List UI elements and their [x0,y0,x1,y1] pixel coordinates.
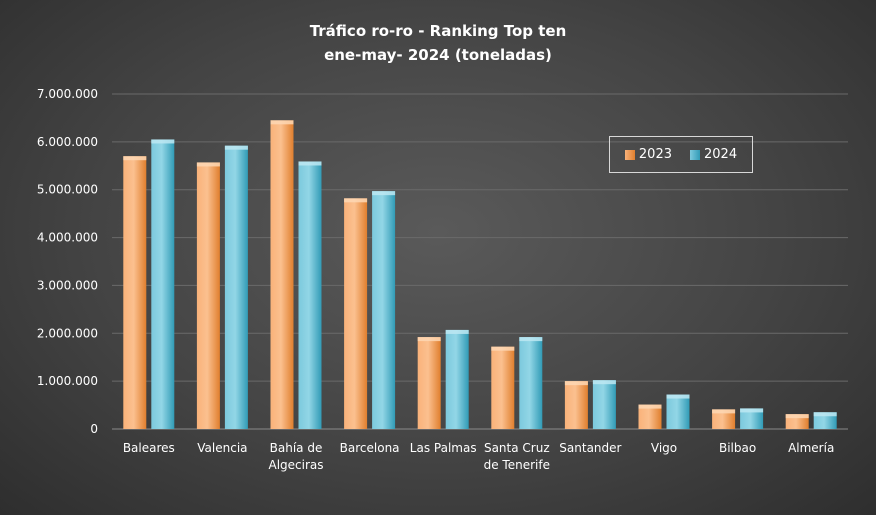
bar-top-bevel [712,409,736,414]
bar-2024-bahía-de-algeciras [298,161,322,429]
bar-top-bevel [491,346,515,351]
bar-2024-bilbao [740,408,764,429]
bar-top-bevel [270,120,294,125]
bar-body [519,337,543,429]
bar-top-bevel [224,145,248,150]
bar-body [740,408,764,429]
bar-top-bevel [785,414,809,419]
legend-label-2023: 2023 [638,147,672,162]
bar-2023-bilbao [712,409,736,429]
bar-2024-santa-cruz-de-tenerife [519,337,543,429]
x-axis-category-labels: Baleares Valencia Bahía de Algeciras Barcelo… [123,441,835,472]
bar-body [491,346,515,429]
x-category-label: Vigo [651,441,677,455]
bar-top-bevel [151,139,175,144]
y-tick-label: 3.000.000 [37,278,98,292]
y-tick-label: 4.000.000 [37,231,98,245]
legend: 2023 2024 [609,136,753,173]
chart-title-line-1: Tráfico ro-ro - Ranking Top ten [309,22,567,40]
bar-2023-santa-cruz-de-tenerife [491,346,515,429]
y-axis-tick-labels: 0 1.000.000 2.000.000 3.000.000 4.000.000 5.0… [37,87,98,436]
bar-body [123,156,147,429]
bars [123,120,837,430]
bar-body [270,120,294,430]
y-tick-label: 6.000.000 [37,135,98,149]
legend-swatch-2023 [624,149,635,160]
bar-top-bevel [196,162,220,167]
bar-2023-santander [564,381,588,429]
bar-2023-barcelona [344,198,368,429]
y-tick-label: 1.000.000 [37,374,98,388]
bar-body [638,404,662,429]
legend-entry-2023: 2023 [624,147,672,162]
y-tick-label: 5.000.000 [37,183,98,197]
bar-top-bevel [372,191,396,196]
y-tick-label: 0 [90,422,98,436]
legend-label-2024: 2024 [704,147,738,162]
x-category-label: Almería [788,441,834,455]
bar-2023-valencia [196,162,220,429]
bar-body [813,412,837,429]
x-category-label: Santander [559,441,621,455]
bar-2024-almería [813,412,837,429]
bar-top-bevel [519,337,543,342]
chart-title-line-2: ene-may- 2024 (toneladas) [324,46,552,64]
bar-top-bevel [344,198,368,203]
bar-2024-vigo [666,394,690,429]
bar-body [372,191,396,429]
x-category-label: Baleares [123,441,175,455]
bar-2023-las-palmas [417,337,441,429]
bar-top-bevel [298,161,322,166]
bar-top-bevel [740,408,764,413]
bar-2023-vigo [638,404,662,429]
bar-top-bevel [564,381,588,386]
bar-body [196,162,220,429]
bar-body [592,380,616,429]
x-category-label: Valencia [197,441,247,455]
bar-2023-almería [785,414,809,429]
bar-top-bevel [592,380,616,385]
x-category-label: Barcelona [340,441,400,455]
bar-2023-baleares [123,156,147,429]
y-tick-label: 7.000.000 [37,87,98,101]
bar-body [298,161,322,429]
legend-entry-2024: 2024 [690,147,737,162]
bar-body [344,198,368,429]
bar-top-bevel [123,156,147,161]
bar-2024-baleares [151,139,175,429]
x-category-label: Bahía de Algeciras [268,441,323,472]
x-category-label: Santa Cruz de Tenerife [484,441,550,472]
legend-swatch-2024 [690,149,700,160]
bar-top-bevel [813,412,837,417]
bar-body [445,329,469,429]
bar-top-bevel [417,337,441,342]
bar-body [712,409,736,429]
bar-body [564,381,588,429]
bar-2024-santander [592,380,616,429]
x-category-label: Las Palmas [410,441,477,455]
y-tick-label: 2.000.000 [37,326,98,340]
bar-top-bevel [638,404,662,409]
bar-2024-barcelona [372,191,396,429]
bar-body [417,337,441,429]
bar-body [224,145,248,429]
bar-2024-valencia [224,145,248,429]
bar-body [151,139,175,429]
bar-body [666,394,690,429]
x-category-label: Bilbao [719,441,756,455]
bar-top-bevel [445,329,469,334]
bar-2023-bahía-de-algeciras [270,120,294,430]
bar-2024-las-palmas [445,329,469,429]
bar-top-bevel [666,394,690,399]
